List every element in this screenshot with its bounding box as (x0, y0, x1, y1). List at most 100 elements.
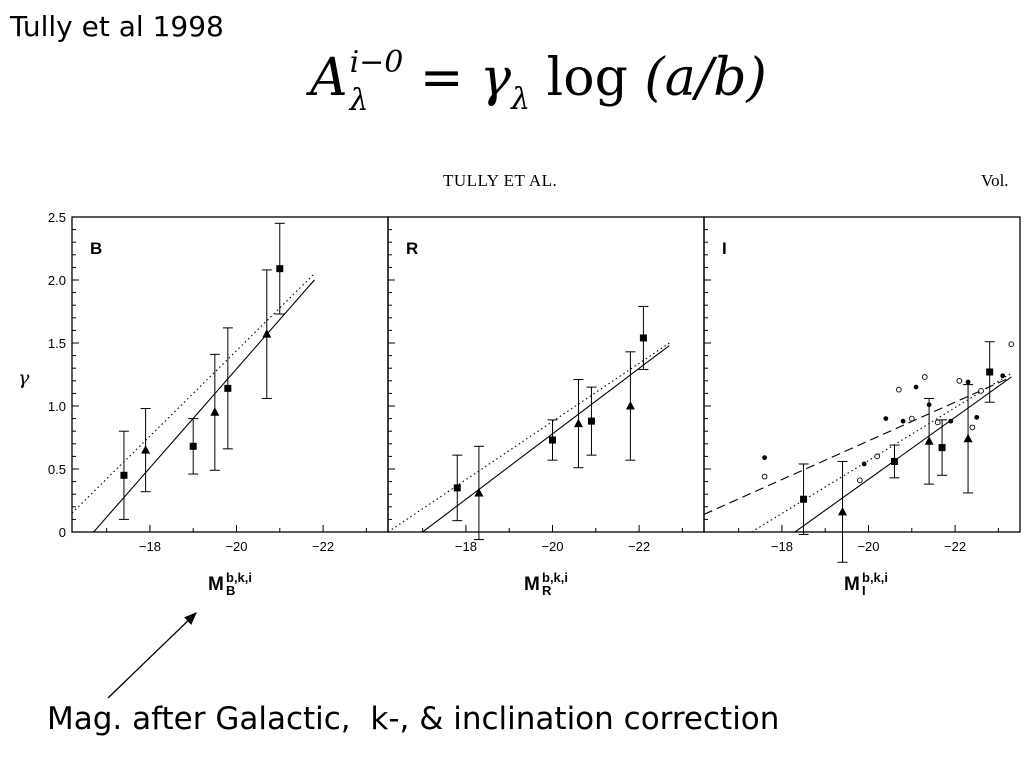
panel-i: I−18 −20 −22M b,k,iI (703, 216, 1021, 598)
series-open-dot (761, 341, 1015, 484)
data-point-open (934, 419, 941, 426)
series-square (452, 305, 649, 522)
fit-line-dashed (704, 376, 1012, 515)
data-point-square (986, 368, 994, 376)
data-point-triangle (141, 445, 151, 454)
data-point-square (189, 442, 197, 450)
journal-volume: Vol. (981, 171, 1009, 190)
fit-lines (704, 372, 1012, 532)
fit-line-dotted (72, 273, 315, 514)
data-point-open (978, 388, 984, 394)
data-point-square (276, 265, 284, 273)
data-point-triangle (963, 433, 973, 443)
y-axis-label: γ (18, 367, 30, 389)
data-point-square (938, 444, 946, 452)
data-point-triangle (210, 407, 220, 416)
data-point-filled (900, 418, 906, 424)
data-point-open (956, 377, 963, 384)
y-tick-label: 0 (59, 525, 66, 540)
data-point-triangle (924, 436, 934, 445)
x-axis-label-sub: B (226, 583, 235, 598)
data-point-filled (883, 416, 889, 421)
fit-line-dotted (751, 372, 1012, 532)
panel-letter: B (90, 239, 102, 258)
fit-line-dotted (388, 342, 670, 532)
x-axis-label-sub: I (862, 583, 866, 598)
data-point-filled (861, 461, 867, 467)
x-tick-label: −18 (455, 539, 477, 554)
x-tick-label: −22 (628, 539, 650, 554)
data-point-filled (1000, 373, 1006, 379)
data-point-square (120, 471, 128, 479)
x-axis-label-main: M (844, 574, 860, 595)
fit-line-solid (93, 279, 315, 532)
x-tick-label: −20 (225, 539, 247, 554)
data-point-filled (762, 455, 768, 461)
x-axis-label-sup: b,k,i (226, 570, 252, 585)
data-point-filled (965, 379, 971, 385)
x-axis-label-main: M (208, 574, 224, 595)
data-point-open (908, 415, 915, 422)
data-point-square (890, 457, 898, 465)
caption-text: Mag. after Galactic, k-, & inclination c… (47, 701, 780, 737)
formula-lhs-scripts: i−0 λ (350, 48, 404, 116)
data-point-filled (948, 418, 954, 424)
data-point-open (969, 424, 976, 431)
data-point-triangle (262, 329, 272, 338)
y-tick-label: 1.0 (48, 399, 66, 414)
x-axis-label-sup: b,k,i (542, 570, 568, 585)
y-tick-label: 1.5 (48, 336, 66, 351)
y-tick-label: 2.5 (48, 210, 66, 225)
panel-letter: R (406, 239, 418, 258)
panel-frame (71, 216, 389, 533)
data-point-open (1008, 341, 1015, 348)
x-axis-label-sub: R (542, 583, 552, 598)
data-point-square (548, 436, 556, 444)
data-point-square (453, 484, 461, 492)
series-triangle (837, 384, 974, 563)
formula-log: log (546, 48, 628, 108)
x-tick-label: −22 (312, 539, 334, 554)
data-point-triangle (474, 487, 484, 497)
x-axis-label-sup: b,k,i (862, 570, 888, 585)
data-point-open (874, 453, 881, 460)
y-tick-label: 2.0 (48, 273, 66, 288)
series-square (118, 222, 285, 520)
data-point-open (895, 386, 902, 393)
x-tick-label: −20 (541, 539, 563, 554)
data-point-square (224, 384, 232, 392)
fit-line-solid (794, 376, 1012, 532)
data-point-open (921, 374, 928, 380)
formula-gamma-sub: λ (511, 82, 531, 117)
data-point-square (639, 334, 647, 342)
y-tick-label: 0.5 (48, 462, 66, 477)
x-tick-label: −20 (857, 539, 879, 554)
panel-frame (703, 216, 1021, 533)
journal-header: TULLY ET AL. (443, 171, 558, 190)
x-tick-label: −18 (139, 539, 161, 554)
data-point-open (856, 477, 863, 484)
series-filled-dot (762, 373, 1006, 467)
fit-lines (72, 273, 315, 532)
data-point-square (800, 495, 808, 503)
data-point-triangle (573, 418, 583, 428)
data-point-filled (926, 402, 932, 408)
series-triangle (140, 269, 272, 493)
data-point-square (587, 417, 595, 425)
formula-lhs-sub: λ (349, 83, 369, 118)
formula-argument: (a/b) (644, 48, 767, 108)
formula-gamma: γ (480, 48, 512, 108)
formula-lhs-sup: i−0 (349, 45, 404, 80)
data-point-filled (913, 384, 919, 390)
fit-lines (388, 342, 670, 532)
slide-title: Tully et al 1998 (10, 10, 224, 43)
panel-r: R−18 −20 −22M b,k,iR (387, 216, 705, 598)
x-tick-label: −22 (944, 539, 966, 554)
panel-frame (387, 216, 705, 533)
x-tick-label: −18 (771, 539, 793, 554)
series-triangle (473, 351, 636, 541)
series-square (798, 341, 995, 536)
data-point-triangle (625, 401, 635, 410)
